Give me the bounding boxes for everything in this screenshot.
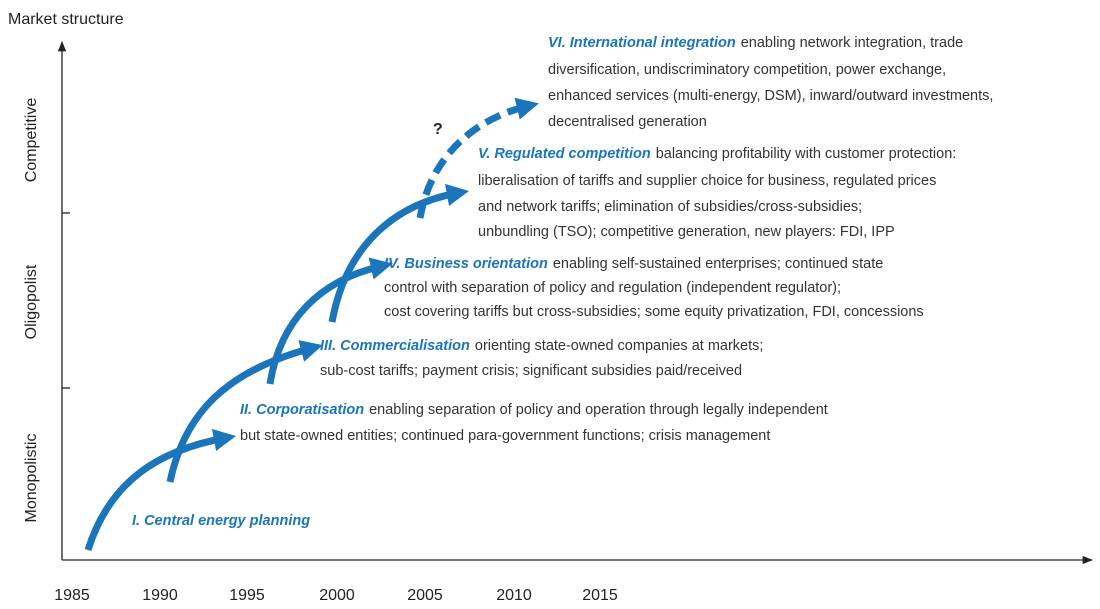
stage-arrow	[328, 183, 470, 323]
stage-title: V. Regulated competition	[478, 146, 651, 162]
x-tick-label: 1990	[142, 587, 178, 604]
stage-description: enabling self-sustained enterprises; con…	[553, 256, 883, 272]
future-arrow	[416, 97, 539, 219]
stage-description: unbundling (TSO); competitive generation…	[478, 224, 895, 240]
stage-text: I. Central energy planning	[132, 513, 310, 529]
stage-title: I. Central energy planning	[132, 513, 310, 529]
stage-text: VI. International integration enabling ne…	[548, 35, 963, 51]
question-mark: ?	[433, 121, 443, 138]
stage-title: III. Commercialisation	[320, 338, 470, 354]
stage-arrow	[84, 429, 237, 552]
x-tick-label: 2005	[407, 587, 443, 604]
x-tick-label: 2000	[319, 587, 355, 604]
stage-description: enhanced services (multi-energy, DSM), i…	[548, 88, 993, 104]
stage-title: IV. Business orientation	[384, 256, 548, 272]
stage-description: sub-cost tariffs; payment crisis; signif…	[320, 363, 742, 379]
stage-title: VI. International integration	[548, 35, 736, 51]
stage-text: V. Regulated competition balancing profit…	[478, 146, 956, 162]
y-level-label: Oligopolist	[23, 264, 40, 339]
stage-text: IV. Business orientation enabling self-su…	[384, 256, 883, 272]
stage-description: diversification, undiscriminatory compet…	[548, 62, 946, 78]
x-tick-label: 2015	[582, 587, 618, 604]
stage-description: decentralised generation	[548, 114, 707, 130]
y-axis-title: Market structure	[8, 11, 124, 28]
stage-text: II. Corporatisation enabling separation o…	[240, 402, 828, 418]
stage-description: control with separation of policy and re…	[384, 280, 841, 296]
y-level-label: Competitive	[23, 98, 40, 183]
stage-description: cost covering tariffs but cross-subsidie…	[384, 304, 924, 320]
stage-description: orienting state-owned companies at marke…	[475, 338, 764, 354]
x-tick-label: 2010	[496, 587, 532, 604]
stage-arrow	[166, 340, 323, 483]
x-tick-label: 1985	[54, 587, 90, 604]
x-tick-label: 1995	[229, 587, 265, 604]
stage-text: III. Commercialisation orienting state-ow…	[320, 338, 763, 354]
stage-description: and network tariffs; elimination of subs…	[478, 199, 862, 215]
stage-arrow	[266, 257, 393, 385]
stage-description: but state-owned entities; continued para…	[240, 428, 770, 444]
stage-description: balancing profitability with customer pr…	[656, 146, 957, 162]
stage-description: enabling network integration, trade	[741, 35, 963, 51]
axes	[57, 40, 1094, 565]
y-level-label: Monopolistic	[23, 434, 40, 523]
stage-description: liberalisation of tariffs and supplier c…	[478, 173, 936, 189]
stage-title: II. Corporatisation	[240, 402, 364, 418]
stage-description: enabling separation of policy and operat…	[369, 402, 828, 418]
arrows	[84, 97, 539, 552]
